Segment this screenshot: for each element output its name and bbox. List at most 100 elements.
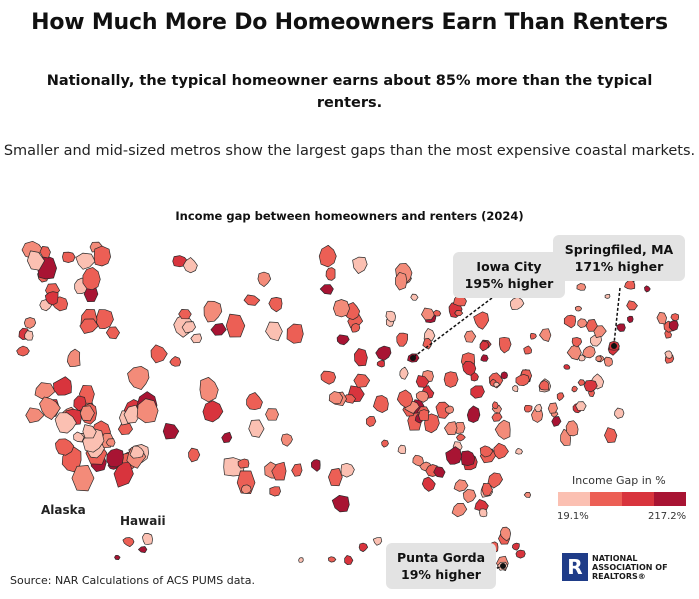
- metro-area: [169, 356, 182, 367]
- metro-area: [286, 323, 304, 344]
- metro-area: [479, 508, 488, 518]
- metro-area: [265, 408, 279, 421]
- springfield-marker: [611, 343, 617, 349]
- metro-area: [574, 305, 582, 312]
- metro-area: [24, 330, 34, 341]
- metro-area: [269, 486, 281, 497]
- metro-area: [397, 444, 407, 454]
- metro-area: [578, 354, 586, 362]
- metro-area: [225, 313, 246, 338]
- metro-area: [325, 267, 336, 281]
- metro-area: [444, 421, 458, 435]
- metro-area: [500, 526, 511, 542]
- metro-area: [456, 433, 466, 442]
- metro-area: [188, 447, 201, 463]
- metro-area: [524, 404, 533, 413]
- metro-area: [353, 373, 371, 388]
- metro-area: [34, 382, 56, 400]
- metro-area: [381, 439, 389, 448]
- metro-area: [105, 326, 120, 340]
- metro-area: [385, 310, 396, 323]
- metro-area: [556, 392, 565, 401]
- metro-area: [512, 542, 520, 551]
- metro-area: [470, 372, 479, 382]
- metro-area: [178, 309, 192, 320]
- metro-area: [182, 257, 198, 274]
- metro-area: [624, 279, 636, 290]
- metro-area: [539, 328, 552, 342]
- metro-area: [421, 307, 436, 321]
- nar-logo: R NATIONAL ASSOCIATION OF REALTORS®: [562, 553, 668, 581]
- metro-area: [344, 555, 354, 565]
- metro-area: [237, 458, 250, 469]
- metro-area: [575, 401, 587, 412]
- metro-area: [106, 448, 124, 468]
- metro-area: [547, 402, 558, 414]
- metro-area: [479, 445, 494, 458]
- logo-line-3: REALTORS®: [592, 571, 646, 581]
- punta-gorda-marker: [500, 563, 506, 569]
- metro-area: [354, 348, 368, 367]
- metro-area: [462, 488, 477, 504]
- metro-area: [221, 431, 233, 444]
- legend-swatch-3: [622, 492, 654, 506]
- metro-area: [66, 348, 81, 368]
- metro-area: [626, 300, 638, 311]
- metro-area: [396, 389, 414, 408]
- metro-area: [358, 542, 369, 553]
- metro-area: [190, 333, 203, 344]
- metro-area: [668, 320, 679, 332]
- logo-line-2: ASSOCIATION OF: [592, 562, 668, 572]
- subtitle: Nationally, the typical homeowner earns …: [46, 73, 653, 111]
- metro-area: [644, 285, 651, 293]
- metro-area: [399, 366, 409, 380]
- metro-area: [551, 416, 562, 427]
- logo-line-1: NATIONAL: [592, 553, 638, 563]
- map-title: Income gap between homeowners and renter…: [175, 209, 524, 223]
- metro-area: [138, 546, 148, 553]
- metro-area: [257, 271, 272, 287]
- metro-map: [16, 240, 680, 575]
- metro-area: [604, 293, 611, 299]
- metro-area: [571, 337, 583, 348]
- realtor-r-icon: R: [562, 553, 588, 581]
- metro-area: [500, 371, 508, 380]
- metro-area: [585, 319, 598, 332]
- metro-area: [75, 252, 96, 270]
- metro-area: [523, 492, 532, 498]
- metro-area: [320, 370, 337, 385]
- metro-area: [82, 267, 101, 291]
- metro-area: [328, 468, 343, 487]
- source-note: Source: NAR Calculations of ACS PUMS dat…: [10, 574, 255, 587]
- metro-area: [464, 330, 477, 343]
- callout-iowa-city-value: 195% higher: [464, 276, 554, 291]
- metro-area: [466, 405, 481, 423]
- metro-area: [470, 385, 485, 399]
- metro-area: [352, 256, 368, 274]
- logo-text: NATIONAL ASSOCIATION OF REALTORS®: [592, 554, 668, 581]
- metro-area: [142, 533, 153, 545]
- metro-area: [53, 376, 72, 396]
- metro-area: [515, 447, 523, 455]
- metro-area: [614, 407, 625, 419]
- metro-area: [603, 356, 613, 367]
- metro-area: [26, 250, 45, 271]
- metro-area: [39, 246, 51, 259]
- metro-area: [25, 407, 45, 424]
- springfield-leader: [613, 287, 621, 345]
- metro-area: [199, 376, 219, 403]
- callout-iowa-city: Iowa City 195% higher: [453, 252, 565, 298]
- metro-area: [372, 537, 383, 546]
- iowa-city-marker: [410, 355, 416, 361]
- metro-area: [79, 318, 99, 334]
- metro-area: [492, 401, 499, 409]
- metro-area: [563, 364, 571, 370]
- metro-area: [376, 359, 385, 368]
- metro-area: [291, 463, 303, 477]
- legend-swatch-4: [654, 492, 686, 506]
- metro-area: [123, 404, 141, 424]
- metro-area: [462, 361, 477, 376]
- metro-area: [510, 296, 525, 310]
- metro-area: [96, 309, 114, 329]
- metro-area: [332, 299, 350, 318]
